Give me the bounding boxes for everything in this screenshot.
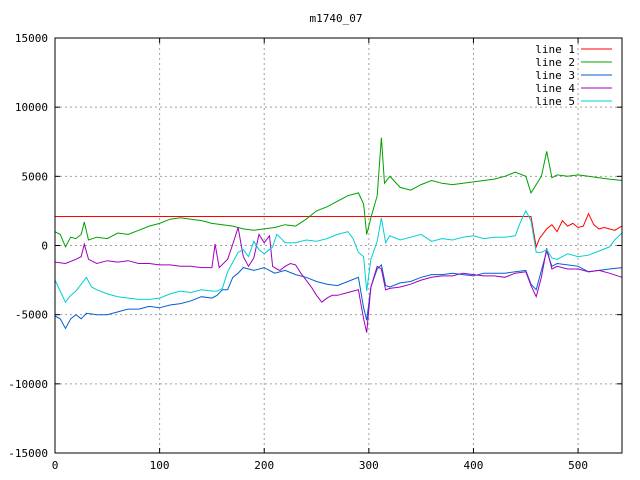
series-1-line (55, 212, 623, 249)
grid (55, 38, 622, 453)
y-tick-label: -15000 (8, 447, 48, 460)
y-tick-label: 15000 (15, 32, 48, 45)
chart-title: m1740_07 (310, 12, 363, 25)
x-tick-label: 300 (359, 459, 379, 472)
legend-label-3: line 3 (535, 69, 575, 82)
x-tick-label: 0 (52, 459, 59, 472)
y-tick-label: -5000 (15, 309, 48, 322)
legend-label-5: line 5 (535, 95, 575, 108)
series-5-line (54, 209, 623, 304)
x-tick-label: 100 (150, 459, 170, 472)
y-tick-label: -10000 (8, 378, 48, 391)
y-tick-label: 5000 (22, 170, 49, 183)
axis-ticks (54, 37, 622, 454)
y-axis-tick-labels: -15000 -10000 -5000 0 5000 10000 15000 (8, 32, 48, 460)
x-tick-label: 400 (464, 459, 484, 472)
x-tick-label: 500 (568, 459, 588, 472)
legend-label-2: line 2 (535, 56, 575, 69)
legend-label-1: line 1 (535, 43, 575, 56)
x-axis-tick-labels: 0 100 200 300 400 500 (52, 459, 588, 472)
series-4-line (54, 227, 623, 333)
x-tick-label: 200 (254, 459, 274, 472)
series-lines (54, 137, 623, 333)
y-tick-label: 0 (41, 240, 48, 253)
legend-label-4: line 4 (535, 82, 575, 95)
series-2-line (54, 137, 623, 249)
y-tick-label: 10000 (15, 101, 48, 114)
